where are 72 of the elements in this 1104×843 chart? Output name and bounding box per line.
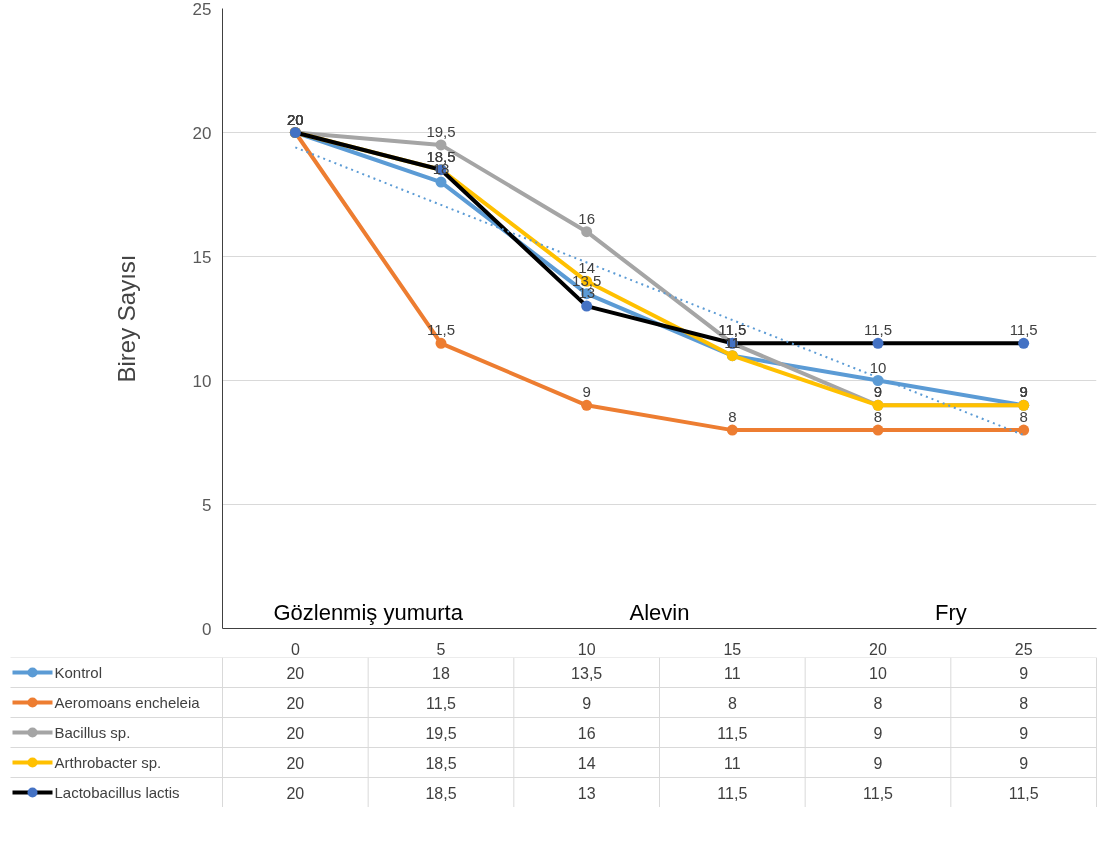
data-label: 8 [727, 694, 737, 712]
text: 19,5 [426, 122, 456, 140]
x-tick-label: 0 [290, 640, 300, 658]
annotation: Fry [934, 599, 967, 625]
data-label: 11,5 [717, 784, 748, 802]
y-tick-label: 20 [192, 123, 212, 143]
data-label: 9 [1019, 664, 1029, 682]
x-tick-label: 25 [1014, 640, 1033, 658]
x-tick-label: 20 [869, 640, 887, 658]
legend-label: Bacillus sp. [54, 724, 131, 741]
data-label: 19,5 [425, 724, 457, 742]
data-label: 20 [286, 724, 305, 742]
x-tick-label: 5 [436, 640, 446, 658]
y-tick-label: 10 [192, 371, 212, 391]
data-label: 20 [286, 664, 305, 682]
text: 8 [1019, 408, 1028, 426]
data-label: 9 [1019, 754, 1029, 772]
text: 16 [578, 209, 596, 227]
data-label: 8 [1019, 694, 1029, 712]
data-label: 9 [873, 724, 883, 742]
point [872, 424, 884, 436]
text: 9 [582, 383, 591, 401]
data-label: 11 [724, 664, 741, 682]
data-label: 13 [577, 784, 596, 802]
data-label: 8 [873, 694, 883, 712]
y-tick-label: 15 [192, 247, 212, 267]
point [1018, 424, 1030, 436]
point [581, 226, 593, 238]
text: 20 [286, 110, 304, 128]
data-label: 9 [1019, 724, 1029, 742]
data-label: 13,5 [571, 664, 603, 682]
legend-label: Aeromoans encheleia [54, 694, 201, 711]
text: 8 [728, 408, 737, 426]
x-tick-label: 10 [577, 640, 596, 658]
data-label: 9 [582, 694, 592, 712]
text: 9 [1019, 383, 1028, 401]
point [435, 139, 447, 151]
data-label: 11,5 [717, 724, 748, 742]
y-axis-title: Birey Sayısı [112, 254, 140, 383]
data-label: 11,5 [863, 784, 894, 802]
annotation: Alevin [629, 599, 690, 625]
x-tick-label: 15 [723, 640, 742, 658]
y-tick-label: 0 [202, 619, 212, 639]
data-label: 20 [286, 694, 305, 712]
point [435, 337, 447, 349]
point [726, 424, 738, 436]
data-label: 14 [577, 754, 596, 772]
data-label: 11,5 [426, 694, 457, 712]
legend-label: Arthrobacter sp. [54, 754, 162, 771]
data-label: 16 [577, 724, 596, 742]
text: 9 [873, 383, 883, 401]
data-label: 18,5 [425, 784, 457, 802]
data-label: 20 [286, 754, 305, 772]
data-label: 10 [869, 664, 887, 682]
legend-label: Kontrol [54, 664, 103, 681]
annotation: Gözlenmiş yumurta [273, 599, 464, 625]
data-label: 18 [432, 664, 450, 682]
y-tick-label: 25 [192, 0, 212, 19]
point [435, 176, 447, 188]
data-label: 18,5 [425, 754, 457, 772]
text: 10 [869, 358, 887, 376]
text: 14 [578, 259, 596, 277]
text: 8 [873, 408, 883, 426]
data-label: 11,5 [1008, 784, 1039, 802]
text: 11,5 [1009, 321, 1038, 339]
point [581, 399, 593, 411]
data-label: 20 [286, 784, 305, 802]
legend-label: Lactobacillus lactis [54, 784, 180, 801]
y-tick-label: 5 [202, 495, 212, 515]
text: 11,5 [863, 321, 893, 339]
data-label: 11 [724, 754, 741, 772]
data-label: 9 [873, 754, 883, 772]
